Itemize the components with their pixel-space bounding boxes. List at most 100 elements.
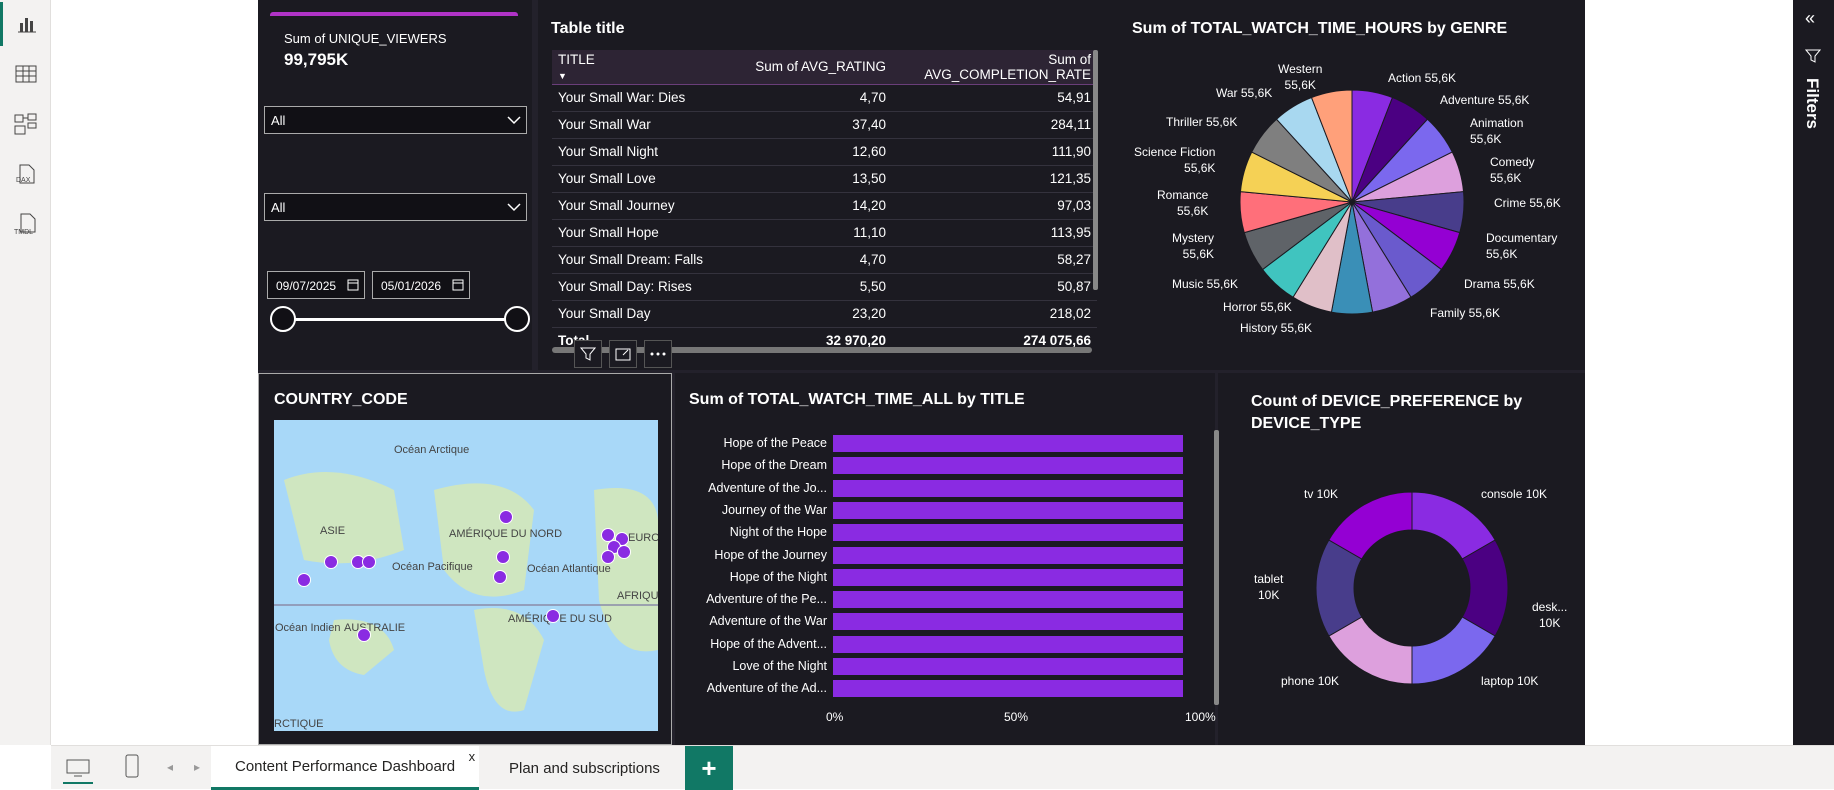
bar[interactable] — [833, 546, 1183, 564]
pie-label-crime: Crime 55,6K — [1494, 196, 1561, 210]
map-point[interactable] — [357, 628, 371, 642]
focus-mode-icon[interactable] — [609, 340, 637, 368]
calendar-icon[interactable] — [452, 279, 464, 291]
map-label-arctic: Océan Arctique — [394, 444, 470, 456]
svg-text:TMDL: TMDL — [14, 229, 33, 236]
pie-slice[interactable] — [1310, 89, 1353, 203]
table-row[interactable]: Your Small Night 12,60 111,90 — [552, 138, 1097, 166]
bar[interactable] — [833, 457, 1183, 475]
cell-title: Your Small Love — [552, 165, 742, 193]
table-row[interactable]: Your Small War: Dies 4,70 54,91 — [552, 84, 1097, 112]
tab-plan-subscriptions[interactable]: Plan and subscriptions — [485, 746, 684, 790]
bar[interactable] — [833, 591, 1183, 609]
collapse-chevron-icon[interactable]: « — [1805, 8, 1816, 28]
add-page-button[interactable]: + — [685, 746, 733, 790]
map-point[interactable] — [499, 510, 513, 524]
bar-chart: Hope of the Peace Hope of the Dream Advent… — [680, 430, 1220, 730]
tab-label: Content Performance Dashboard — [235, 758, 456, 775]
map-point[interactable] — [496, 550, 510, 564]
mobile-layout-icon[interactable] — [125, 754, 139, 783]
table-horizontal-scrollbar[interactable] — [552, 347, 1092, 353]
slicer-dropdown-2[interactable]: All — [264, 193, 527, 221]
column-header-title[interactable]: TITLE ▼ — [552, 50, 742, 85]
bar[interactable] — [833, 680, 1183, 698]
map-point[interactable] — [546, 609, 560, 623]
date-slider-end-handle[interactable] — [504, 306, 530, 332]
cell-avg-completion-rate: 97,03 — [892, 192, 1097, 220]
dax-query-icon[interactable]: DAX — [0, 152, 51, 196]
bar[interactable] — [833, 613, 1183, 631]
cell-avg-rating: 4,70 — [742, 84, 892, 112]
bar[interactable] — [833, 501, 1183, 519]
tab-scroll-right-icon[interactable]: ▸ — [194, 760, 201, 774]
report-view-icon[interactable] — [0, 2, 51, 46]
tab-label: Plan and subscriptions — [509, 759, 660, 777]
cell-avg-rating: 5,50 — [742, 273, 892, 301]
date-start-input[interactable]: 09/07/2025 — [267, 271, 365, 299]
cell-avg-completion-rate: 113,95 — [892, 219, 1097, 247]
pie-label-thriller: Thriller 55,6K — [1166, 115, 1238, 129]
donut-label-desktop: desk... 10K — [1532, 600, 1568, 630]
genre-pie-chart[interactable] — [1237, 87, 1467, 317]
cell-avg-rating: 4,70 — [742, 246, 892, 274]
column-header-avg-rating[interactable]: Sum of AVG_RATING — [742, 50, 892, 85]
cell-title: Your Small Day: Rises — [552, 273, 742, 301]
column-header-avg-completion-rate[interactable]: Sum of AVG_COMPLETION_RATE — [892, 50, 1097, 85]
bar[interactable] — [833, 524, 1183, 542]
pie-slice[interactable] — [1328, 491, 1413, 560]
calendar-icon[interactable] — [347, 279, 359, 291]
map-label-europe: EUROPE — [628, 532, 658, 544]
map-area[interactable]: Océan Arctique ASIE AMÉRIQUE DU NORD EUR… — [274, 420, 658, 731]
date-slider-track[interactable] — [282, 318, 516, 321]
tab-scroll-left-icon[interactable]: ◂ — [167, 760, 174, 774]
donut-label-phone: phone 10K — [1281, 674, 1340, 688]
map-point[interactable] — [362, 555, 376, 569]
table-row[interactable]: Your Small War 37,40 284,11 — [552, 111, 1097, 139]
device-donut-chart[interactable] — [1312, 488, 1512, 688]
pie-label-western: Western 55,6K — [1278, 62, 1323, 92]
pie-label-drama: Drama 55,6K — [1464, 277, 1535, 291]
table-row[interactable]: Your Small Day: Rises 5,50 50,87 — [552, 273, 1097, 301]
kpi-card[interactable]: Sum of UNIQUE_VIEWERS 99,795K — [270, 12, 518, 72]
bar[interactable] — [833, 635, 1183, 653]
bar[interactable] — [833, 479, 1183, 497]
more-options-icon[interactable] — [644, 340, 672, 368]
map-point[interactable] — [601, 550, 615, 564]
desktop-layout-icon[interactable] — [63, 754, 93, 784]
model-view-icon[interactable] — [0, 102, 51, 146]
date-end-input[interactable]: 05/01/2026 — [372, 271, 470, 299]
pie-label-documentary: Documentary 55,6K — [1486, 231, 1558, 261]
pie-label-war: War 55,6K — [1216, 86, 1273, 100]
sort-desc-icon: ▼ — [558, 70, 567, 81]
map-label-asia: ASIE — [320, 525, 346, 537]
donut-label-tv: tv 10K — [1304, 487, 1339, 501]
bar-category-label: Hope of the Peace — [723, 436, 827, 450]
table-row[interactable]: Your Small Journey 14,20 97,03 — [552, 192, 1097, 220]
table-row[interactable]: Your Small Hope 11,10 113,95 — [552, 219, 1097, 247]
table-row[interactable]: Your Small Dream: Falls 4,70 58,27 — [552, 246, 1097, 274]
table-view-icon[interactable] — [0, 52, 51, 96]
bar-category-label: Hope of the Advent... — [710, 636, 827, 651]
filters-pane[interactable]: « Filters — [1793, 0, 1834, 745]
map-point[interactable] — [324, 555, 338, 569]
filter-icon[interactable] — [574, 340, 602, 368]
bar-category-label: Adventure of the Jo... — [708, 480, 827, 495]
bar-chart-scrollbar[interactable] — [1214, 430, 1219, 705]
table-row[interactable]: Your Small Love 13,50 121,35 — [552, 165, 1097, 193]
date-start-value: 09/07/2025 — [276, 279, 337, 293]
map-point[interactable] — [493, 570, 507, 584]
bar[interactable] — [833, 568, 1183, 586]
date-slider-start-handle[interactable] — [270, 306, 296, 332]
table-row[interactable]: Your Small Day 23,20 218,02 — [552, 300, 1097, 328]
table-vertical-scrollbar[interactable] — [1093, 50, 1098, 290]
tab-content-performance[interactable]: Content Performance Dashboard x — [211, 746, 480, 790]
pie-label-romance: Romance 55,6K — [1157, 188, 1209, 218]
donut-label-console: console 10K — [1481, 487, 1548, 501]
map-point[interactable] — [297, 573, 311, 587]
map-point[interactable] — [617, 545, 631, 559]
slicer-dropdown-1[interactable]: All — [264, 106, 527, 134]
close-tab-icon[interactable]: x — [468, 749, 476, 764]
bar[interactable] — [833, 435, 1183, 452]
tmdl-view-icon[interactable]: TMDL — [0, 202, 51, 246]
bar[interactable] — [833, 658, 1183, 675]
